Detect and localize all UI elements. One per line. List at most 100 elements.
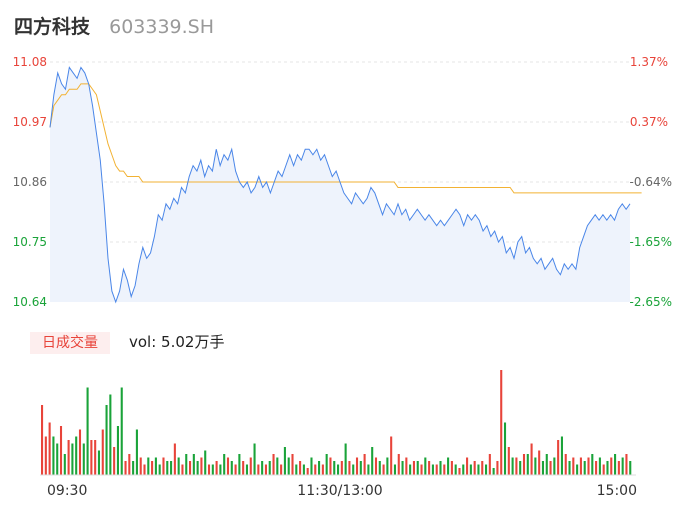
volume-bar	[568, 461, 571, 475]
price-tick-label: 10.97	[13, 115, 47, 129]
volume-bar	[337, 464, 340, 475]
volume-bar	[272, 454, 275, 475]
volume-bar	[44, 436, 47, 475]
pct-tick-label: 1.37%	[630, 55, 668, 69]
volume-bar	[534, 457, 537, 475]
volume-bar	[617, 461, 620, 475]
volume-bar	[572, 457, 575, 475]
volume-bar	[503, 422, 507, 475]
volume-bar	[299, 461, 302, 475]
volume-bar	[177, 457, 180, 475]
price-line	[49, 66, 631, 304]
volume-bars	[41, 370, 632, 475]
volume-bar	[401, 461, 404, 475]
volume-bar	[173, 443, 176, 475]
volume-bar	[614, 454, 617, 475]
volume-bar	[189, 461, 192, 475]
volume-bar	[238, 454, 241, 475]
volume-bar	[560, 436, 563, 475]
volume-bar	[219, 464, 222, 475]
volume-bar	[458, 468, 461, 475]
volume-bar	[318, 461, 321, 475]
volume-bar	[511, 457, 514, 475]
volume-bar	[610, 457, 613, 475]
volume-bar	[310, 457, 313, 475]
volume-bar	[359, 461, 362, 475]
volume-bar	[587, 457, 590, 475]
volume-bar	[132, 461, 135, 475]
volume-bar	[86, 387, 89, 475]
volume-bar	[268, 461, 271, 475]
volume-bar	[557, 440, 560, 475]
volume-bar	[207, 464, 211, 475]
volume-bar	[496, 461, 499, 475]
volume-bar	[390, 436, 393, 475]
volume-bar	[355, 457, 359, 475]
volume-bar	[450, 461, 453, 475]
volume-bar	[109, 394, 112, 475]
volume-bar	[526, 454, 529, 475]
volume-bar	[576, 464, 579, 475]
volume-bar	[139, 457, 142, 475]
volume-bar	[280, 464, 283, 475]
volume-bar	[283, 447, 286, 475]
volume-bar	[234, 464, 237, 475]
volume-bar	[41, 405, 44, 475]
volume-bar	[200, 457, 203, 475]
volume-bar	[538, 450, 541, 475]
volume-bar	[492, 468, 495, 475]
volume-readout: vol: 5.02万手	[129, 333, 225, 351]
volume-bar	[553, 457, 556, 475]
volume-bar	[344, 443, 347, 475]
volume-bar	[143, 464, 146, 475]
volume-bar	[166, 461, 169, 475]
volume-bar	[59, 426, 63, 475]
volume-bar	[488, 454, 491, 475]
volume-bar	[302, 464, 305, 475]
volume-bar	[230, 461, 233, 475]
volume-bar	[602, 464, 605, 475]
volume-bar	[469, 464, 472, 475]
volume-bar	[242, 461, 245, 475]
volume-bar	[67, 440, 70, 475]
volume-bar	[367, 464, 370, 475]
pct-tick-label: -2.65%	[630, 295, 672, 309]
volume-bar	[71, 443, 74, 475]
time-tick-label: 09:30	[47, 483, 87, 499]
volume-bar	[393, 464, 397, 475]
volume-bar	[519, 461, 522, 475]
volume-bar	[541, 461, 545, 475]
volume-bar	[291, 454, 294, 475]
volume-bar	[306, 468, 309, 475]
volume-bar	[454, 464, 457, 475]
volume-bar	[409, 464, 412, 475]
price-area	[50, 67, 630, 302]
volume-bar	[374, 457, 378, 475]
volume-bar	[443, 464, 446, 475]
volume-bar	[431, 464, 434, 475]
volume-bar	[598, 457, 601, 475]
volume-bar	[314, 464, 317, 475]
volume-bar	[226, 457, 230, 475]
volume-bar	[151, 461, 154, 475]
volume-bar	[378, 461, 381, 475]
volume-bar	[329, 457, 332, 475]
volume-bar	[181, 464, 184, 475]
volume-bar	[245, 464, 249, 475]
volume-bar	[473, 461, 476, 475]
pct-tick-label: -1.65%	[630, 235, 672, 249]
volume-bar	[276, 457, 279, 475]
volume-bar	[382, 464, 385, 475]
volume-bar	[545, 454, 548, 475]
daily-volume-tab[interactable]: 日成交量	[30, 332, 110, 354]
volume-bar	[333, 461, 336, 475]
volume-bar	[340, 461, 343, 475]
volume-bar	[629, 461, 632, 475]
volume-bar	[124, 461, 127, 475]
volume-bar	[477, 464, 480, 475]
volume-bar	[348, 461, 351, 475]
stock-code: 603339.SH	[109, 16, 215, 38]
volume-bar	[549, 461, 552, 475]
volume-bar	[192, 454, 195, 475]
